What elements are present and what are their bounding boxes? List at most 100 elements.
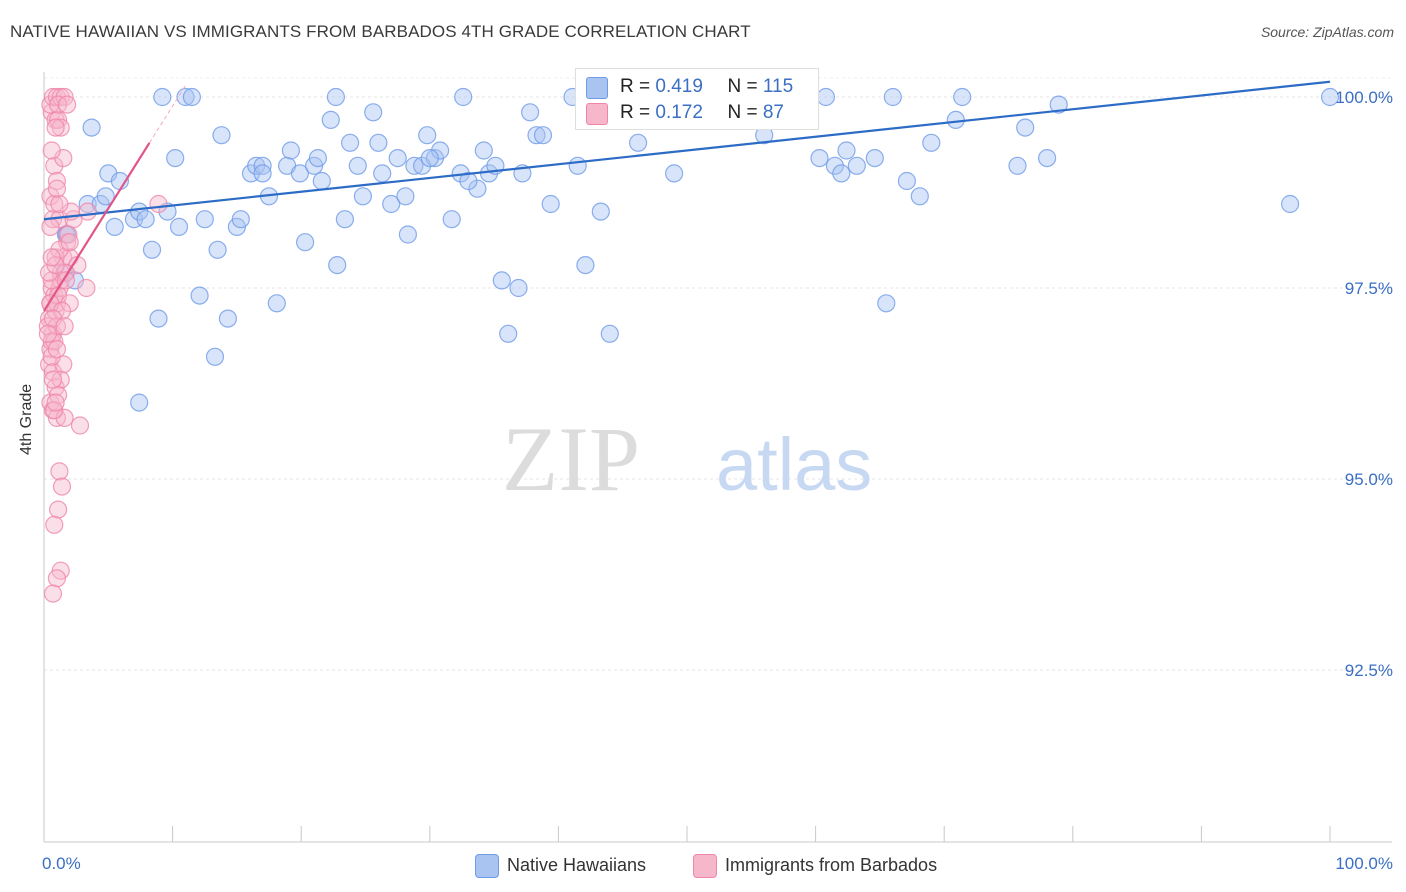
point-native-hawaiians — [533, 126, 553, 145]
point-barbados — [46, 393, 65, 412]
r-label: R = — [620, 102, 656, 123]
point-native-hawaiians — [499, 324, 518, 343]
point-barbados — [59, 225, 78, 244]
stats-legend: R = 0.419 N = 115 R = 0.172 N = 87 — [575, 68, 819, 130]
point-native-hawaiians — [149, 309, 168, 328]
point-native-hawaiians — [946, 110, 965, 130]
point-barbados — [77, 278, 96, 298]
point-native-hawaiians — [373, 164, 392, 183]
point-barbados — [39, 263, 59, 282]
point-native-hawaiians — [78, 194, 97, 214]
point-native-hawaiians — [328, 256, 347, 275]
point-native-hawaiians — [326, 87, 345, 107]
point-native-hawaiians — [82, 118, 101, 137]
point-native-hawaiians — [308, 149, 327, 168]
r-value: 0.172 — [655, 102, 703, 123]
point-native-hawaiians — [130, 393, 149, 412]
point-native-hawaiians — [321, 110, 340, 130]
point-native-hawaiians — [474, 141, 493, 160]
point-native-hawaiians — [492, 271, 511, 290]
x-tick-label: 0.0% — [42, 854, 81, 873]
point-native-hawaiians — [459, 171, 478, 191]
point-native-hawaiians — [591, 202, 610, 221]
point-native-hawaiians — [527, 126, 546, 145]
point-barbados — [50, 240, 69, 259]
point-barbados — [38, 324, 58, 343]
x-tick-label: 100.0% — [1335, 854, 1393, 873]
point-native-hawaiians — [169, 217, 189, 236]
point-barbados — [47, 340, 67, 359]
point-native-hawaiians — [398, 225, 417, 244]
point-native-hawaiians — [431, 141, 450, 160]
legend-swatch-native-hawaiians — [475, 854, 499, 878]
point-barbados — [55, 408, 74, 427]
point-native-hawaiians — [847, 156, 866, 175]
legend-swatch-barbados — [693, 854, 717, 878]
point-native-hawaiians — [897, 171, 917, 191]
point-native-hawaiians — [136, 210, 155, 229]
n-value: 115 — [762, 76, 794, 97]
watermark-atlas: atlas — [716, 423, 872, 506]
point-barbados — [42, 141, 61, 160]
point-native-hawaiians — [281, 141, 300, 160]
point-native-hawaiians — [212, 126, 231, 145]
point-native-hawaiians — [1320, 87, 1340, 107]
trend-layer — [43, 80, 1331, 312]
point-native-hawaiians — [208, 240, 227, 259]
point-barbados — [60, 294, 79, 313]
trendline-native-hawaiians — [43, 80, 1331, 221]
point-native-hawaiians — [195, 210, 214, 229]
trendline-barbados-extension — [149, 85, 186, 144]
y-tick-label: 100.0% — [1335, 88, 1393, 107]
swatch-native-hawaiians — [586, 77, 608, 99]
point-native-hawaiians — [810, 149, 829, 168]
point-native-hawaiians — [231, 210, 250, 229]
point-native-hawaiians — [341, 133, 360, 152]
point-native-hawaiians — [353, 187, 372, 206]
point-native-hawaiians — [405, 156, 424, 175]
point-barbados — [47, 87, 67, 107]
series-legend: Native Hawaiians Immigrants from Barbado… — [0, 851, 1406, 879]
point-barbados — [55, 317, 74, 336]
point-native-hawaiians — [253, 156, 272, 175]
point-native-hawaiians — [290, 164, 309, 183]
point-native-hawaiians — [388, 149, 407, 168]
point-barbados — [149, 194, 168, 214]
point-native-hawaiians — [166, 149, 185, 168]
point-barbados — [43, 362, 63, 382]
point-barbados — [45, 401, 64, 420]
trendline-barbados — [43, 142, 151, 312]
point-barbados — [47, 569, 67, 588]
point-barbados — [47, 171, 67, 191]
point-native-hawaiians — [865, 149, 884, 168]
point-native-hawaiians — [922, 133, 941, 152]
point-native-hawaiians — [1037, 149, 1057, 168]
point-native-hawaiians — [105, 217, 124, 236]
point-native-hawaiians — [877, 294, 896, 313]
point-barbados — [48, 500, 68, 519]
point-native-hawaiians — [420, 149, 439, 168]
point-native-hawaiians — [418, 126, 437, 145]
point-native-hawaiians — [142, 240, 162, 259]
point-barbados — [78, 202, 97, 221]
point-native-hawaiians — [816, 87, 836, 107]
point-native-hawaiians — [600, 324, 619, 343]
point-native-hawaiians — [190, 286, 209, 305]
point-barbados — [51, 118, 70, 137]
point-native-hawaiians — [883, 87, 902, 107]
point-native-hawaiians — [296, 233, 315, 252]
point-native-hawaiians — [953, 87, 972, 107]
point-barbados — [51, 370, 70, 389]
point-native-hawaiians — [910, 187, 929, 206]
point-native-hawaiians — [576, 256, 595, 275]
source-label: Source: ZipAtlas.com — [1260, 24, 1394, 40]
point-native-hawaiians — [348, 156, 367, 175]
point-native-hawaiians — [218, 309, 237, 328]
legend-label-barbados: Immigrants from Barbados — [725, 855, 938, 875]
point-native-hawaiians — [825, 156, 845, 175]
point-native-hawaiians — [1049, 95, 1068, 114]
legend-label-native-hawaiians: Native Hawaiians — [507, 855, 647, 875]
y-tick-label: 92.5% — [1345, 661, 1393, 680]
point-native-hawaiians — [1280, 194, 1300, 214]
